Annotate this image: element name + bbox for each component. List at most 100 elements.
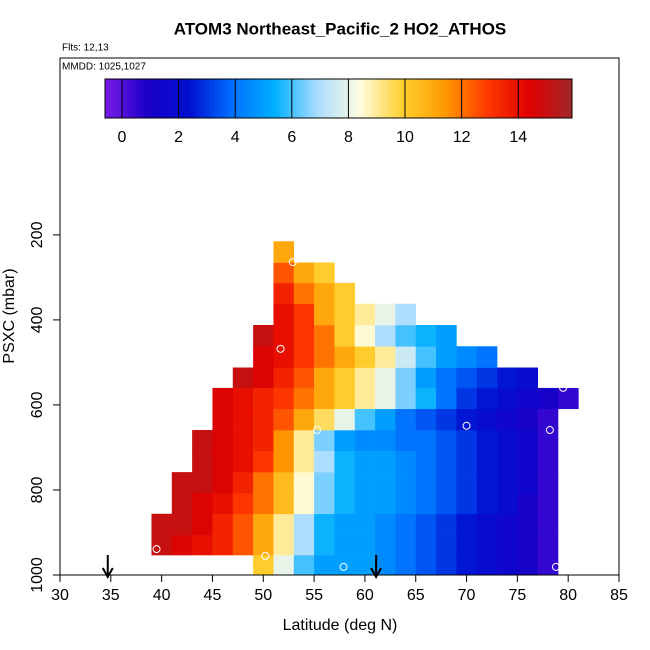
colorbar-swatch <box>525 79 530 118</box>
colorbar-tick-label: 12 <box>453 129 471 146</box>
sample-point <box>276 344 285 353</box>
colorbar-swatch <box>486 79 491 118</box>
heat-cell <box>395 450 417 473</box>
heat-cell <box>253 367 274 389</box>
heat-cell <box>395 430 417 452</box>
heat-cell <box>314 430 335 452</box>
heat-cell <box>212 450 234 473</box>
colorbar-swatch <box>412 79 417 118</box>
heat-cell <box>334 450 356 473</box>
colorbar-swatch <box>163 79 168 118</box>
heat-cell <box>273 387 295 410</box>
heat-cell <box>415 408 437 431</box>
heat-cell <box>497 430 518 452</box>
heat-cell <box>273 555 295 576</box>
heat-cell <box>395 346 417 368</box>
heat-cell <box>476 472 498 494</box>
heat-cell <box>253 387 274 410</box>
colorbar-swatch <box>291 79 297 118</box>
heat-cell <box>415 346 437 368</box>
sample-point <box>288 258 297 267</box>
heat-cell <box>354 450 376 473</box>
colorbar-swatch <box>210 79 215 118</box>
heat-cell <box>334 387 356 410</box>
heat-cell <box>314 535 335 556</box>
heat-cell <box>253 325 274 347</box>
heat-cell <box>537 408 559 431</box>
colorbar-swatch <box>105 79 110 118</box>
colorbar-swatch <box>140 79 145 118</box>
colorbar-swatch <box>124 79 129 118</box>
heat-cell <box>395 325 417 347</box>
heat-cell <box>212 513 234 536</box>
x-tick-label: 70 <box>458 587 476 604</box>
y-tick-label: 600 <box>29 391 46 418</box>
heat-cell <box>354 387 376 410</box>
colorbar-swatch <box>443 79 448 118</box>
heat-cell <box>415 450 437 473</box>
heat-cell <box>415 325 437 347</box>
heat-cell <box>334 325 356 347</box>
colorbar-swatch <box>202 79 207 118</box>
heat-cell <box>253 346 274 368</box>
colorbar-swatch <box>470 79 476 118</box>
colorbar-swatch <box>326 79 332 118</box>
heat-cell <box>395 513 417 536</box>
colorbar-swatch <box>517 79 522 118</box>
heat-cell <box>232 387 254 410</box>
colorbar-swatch <box>330 79 336 118</box>
heat-cell <box>293 492 315 515</box>
colorbar-swatch <box>385 79 390 118</box>
chart-title: ATOM3 Northeast_Pacific_2 HO2_ATHOS <box>174 19 507 38</box>
heat-cell <box>395 367 417 389</box>
heat-cell <box>314 555 335 576</box>
heat-cell <box>456 492 478 515</box>
colorbar-swatch <box>264 79 269 118</box>
heat-cell <box>436 367 457 389</box>
heat-cell <box>293 367 315 389</box>
flights-note: Flts: 12,13 <box>62 43 109 54</box>
heat-cell <box>476 430 498 452</box>
colorbar-swatch <box>186 79 192 118</box>
heat-cell <box>354 346 376 368</box>
colorbar-swatch <box>151 79 156 118</box>
colorbar-swatch <box>552 79 557 118</box>
colorbar-swatch <box>287 79 293 118</box>
colorbar-swatch <box>533 79 538 118</box>
heat-cell <box>436 535 457 556</box>
colorbar-swatch <box>217 79 223 118</box>
colorbar-swatch <box>319 79 324 118</box>
colorbar-swatch <box>315 79 320 118</box>
heat-cell <box>273 303 295 326</box>
heat-cell <box>537 535 559 556</box>
colorbar-tick-label: 4 <box>231 129 240 146</box>
heat-cell <box>476 387 498 410</box>
heat-cell <box>293 430 315 452</box>
dates-note: MMDD: 1025,1027 <box>62 62 146 73</box>
sample-point <box>551 562 560 571</box>
heat-cell <box>192 513 213 536</box>
heat-cell <box>537 450 559 473</box>
colorbar-swatch <box>225 79 230 118</box>
heat-cell <box>354 492 376 515</box>
x-tick-label: 60 <box>356 587 374 604</box>
heat-cell <box>415 430 437 452</box>
heat-cell <box>334 430 356 452</box>
heat-cell <box>334 303 356 326</box>
colorbar-swatch <box>260 79 265 118</box>
heat-cell <box>558 387 579 410</box>
heat-cell <box>293 325 315 347</box>
colorbar-swatch <box>463 79 468 118</box>
colorbar-swatch <box>108 79 114 118</box>
colorbar-swatch <box>435 79 441 118</box>
colorbar-swatch <box>237 79 242 118</box>
heat-cell <box>476 346 498 368</box>
colorbar-swatch <box>408 79 413 118</box>
colorbar-swatch <box>284 79 289 118</box>
colorbar-swatch <box>245 79 250 118</box>
heat-cell <box>293 408 315 431</box>
heat-cell <box>273 408 295 431</box>
heat-cell <box>232 535 254 556</box>
colorbar-tick-label: 0 <box>118 129 127 146</box>
heat-cell <box>537 555 559 576</box>
